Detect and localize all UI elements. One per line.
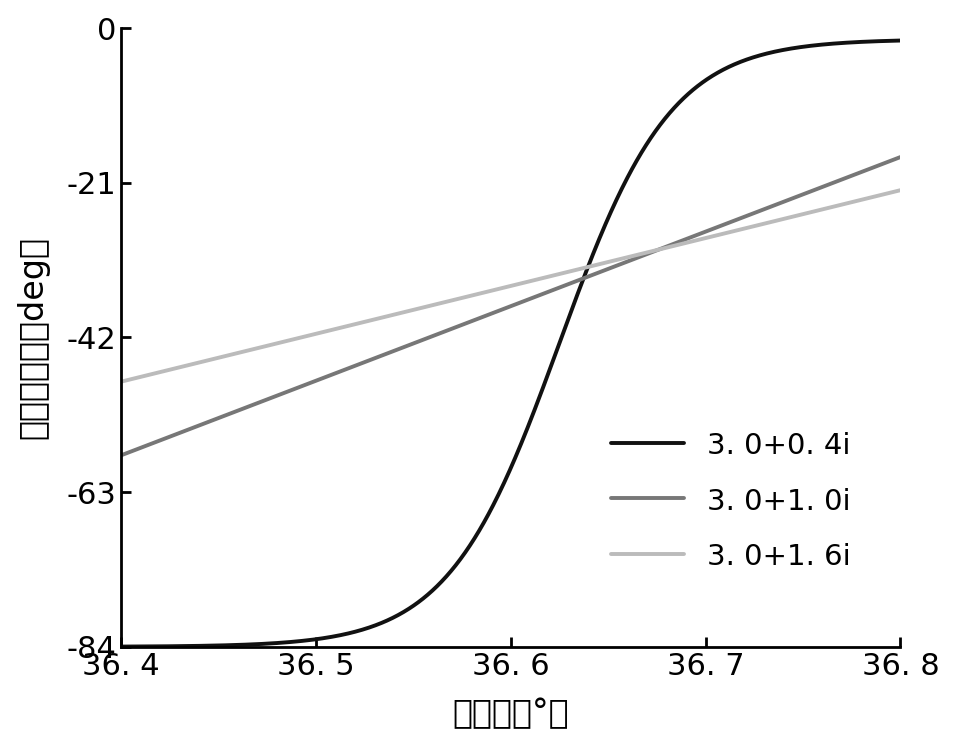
- Line: 3. 0+0. 4i: 3. 0+0. 4i: [121, 40, 901, 647]
- Y-axis label: 反射相移差（deg）: 反射相移差（deg）: [16, 236, 50, 439]
- 3. 0+0. 4i: [723, 63, 734, 72]
- 3. 0+1. 0i: [895, 152, 906, 161]
- 3. 0+1. 6i: [723, 228, 734, 237]
- 3. 0+0. 4i: [430, 583, 442, 592]
- 3. 0+1. 6i: [650, 246, 662, 255]
- 3. 0+1. 0i: [723, 218, 734, 227]
- Line: 3. 0+1. 0i: 3. 0+1. 0i: [121, 157, 901, 456]
- Line: 3. 0+1. 6i: 3. 0+1. 6i: [121, 190, 901, 382]
- 3. 0+0. 4i: [895, 36, 906, 45]
- 3. 0+0. 4i: [195, 642, 206, 651]
- X-axis label: 入射角（°）: 入射角（°）: [452, 698, 569, 731]
- 3. 0+1. 6i: [116, 377, 127, 386]
- 3. 0+1. 6i: [895, 186, 906, 195]
- 3. 0+1. 0i: [737, 213, 749, 222]
- 3. 0+1. 6i: [430, 300, 442, 309]
- 3. 0+1. 0i: [430, 330, 442, 339]
- 3. 0+1. 6i: [195, 358, 206, 367]
- 3. 0+0. 4i: [650, 125, 662, 134]
- 3. 0+1. 0i: [195, 421, 206, 430]
- 3. 0+1. 6i: [459, 293, 470, 302]
- 3. 0+1. 0i: [459, 320, 470, 329]
- 3. 0+0. 4i: [116, 642, 127, 651]
- Legend: 3. 0+0. 4i, 3. 0+1. 0i, 3. 0+1. 6i: 3. 0+0. 4i, 3. 0+1. 0i, 3. 0+1. 6i: [599, 420, 862, 583]
- 3. 0+1. 0i: [650, 246, 662, 255]
- 3. 0+1. 6i: [737, 224, 749, 233]
- 3. 0+0. 4i: [459, 549, 470, 558]
- 3. 0+0. 4i: [737, 57, 749, 66]
- 3. 0+1. 0i: [116, 451, 127, 460]
